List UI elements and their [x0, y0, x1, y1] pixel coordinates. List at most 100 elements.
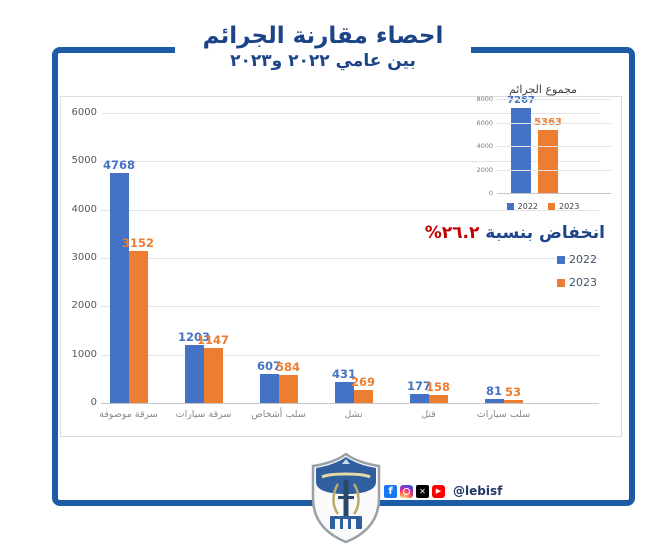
- bar-2022: 177: [407, 379, 431, 403]
- bar-group: 1203 1147: [166, 113, 241, 403]
- social-bar: f ✕ ▶ @lebisf: [384, 484, 502, 498]
- bar-value-label: 81: [485, 384, 503, 399]
- bar-value-label: 158: [425, 380, 451, 395]
- decrease-label: انخفاض بنسبة: [479, 223, 605, 243]
- gridline: [497, 122, 611, 124]
- legend-label: 2023: [559, 202, 580, 212]
- bar-2022: 607: [257, 359, 281, 403]
- bar-value-label: 7267: [507, 94, 535, 106]
- legend-swatch-icon: [548, 203, 555, 211]
- bar-group: 81 53: [466, 113, 541, 403]
- bar-2023: 5363: [534, 117, 562, 194]
- bar-group: 607 584: [241, 113, 316, 403]
- gridline: [497, 146, 611, 148]
- facebook-icon[interactable]: f: [384, 484, 397, 498]
- y-axis-tick-label: 5000: [71, 155, 97, 167]
- bar-value-label: 269: [350, 375, 376, 389]
- title-line-2: بين عامي ٢٠٢٢ و٢٠٢٣: [230, 50, 416, 71]
- bar-value-label: 431: [331, 367, 357, 382]
- bar-2023: 584: [276, 360, 300, 403]
- x-icon[interactable]: ✕: [416, 484, 429, 498]
- gridline: [497, 169, 611, 171]
- legend-label: 2022: [517, 202, 538, 212]
- instagram-icon[interactable]: [400, 484, 413, 498]
- main-bar-chart: 4768 3152 1203 1147 607 584 431 269 177 158 81 53: [91, 113, 541, 403]
- bar-2022: 4768: [103, 158, 135, 403]
- category-label: سلب أشخاص: [251, 409, 306, 420]
- y-axis-tick-label: 6000: [476, 118, 493, 127]
- y-axis-tick-label: 8000: [476, 95, 493, 104]
- y-axis-tick-label: 1000: [71, 348, 97, 360]
- main-chart-grid: 0 1000 2000 3000 4000 5000 6000: [72, 107, 599, 408]
- legend-item: 2022: [506, 202, 538, 212]
- bar-value-label: 4768: [102, 157, 136, 172]
- legend-label: 2022: [569, 253, 597, 266]
- decrease-value: ٢٦.٢%: [424, 223, 480, 243]
- gridline: [101, 113, 599, 114]
- instagram-camera-ring: [403, 487, 410, 495]
- y-axis-tick-label: 0: [488, 189, 493, 198]
- gridline: [101, 306, 599, 308]
- category-label: قتل: [421, 409, 436, 420]
- bar-2022: 431: [332, 367, 356, 403]
- bar-value-label: 1147: [196, 332, 230, 347]
- youtube-icon[interactable]: ▶: [432, 484, 445, 498]
- title-line-1: احصاء مقارنة الجرائم: [202, 23, 444, 49]
- bar-group: 431 269: [316, 113, 391, 403]
- gridline: [101, 161, 599, 163]
- bar-value-label: 177: [406, 379, 432, 394]
- y-axis-tick-label: 4000: [476, 142, 493, 151]
- y-axis-tick-label: 6000: [71, 107, 97, 118]
- y-axis-tick-label: 2000: [71, 300, 97, 312]
- legend-item: 2023: [557, 276, 597, 289]
- isf-shield-emblem-icon: [311, 452, 381, 544]
- y-axis-tick-label: 3000: [71, 252, 97, 263]
- category-label: سلب سيارات: [476, 409, 531, 420]
- gridline: [101, 258, 599, 259]
- y-axis-tick-label: 4000: [71, 203, 97, 215]
- bar-group: 4768 3152: [91, 113, 166, 403]
- bar-value-label: 53: [504, 385, 522, 400]
- bar-2022: 1203: [178, 330, 210, 403]
- bar-2023: 158: [426, 380, 450, 403]
- legend-label: 2023: [569, 276, 597, 289]
- category-label: سرقة سيارات: [175, 409, 232, 420]
- bar-value-label: 584: [275, 359, 301, 374]
- bar-2023: 53: [503, 385, 523, 403]
- gridline: [497, 99, 611, 101]
- gridline: [101, 403, 599, 404]
- main-chart-category-axis: سرقة موصوفة سرقة سيارات سلب أشخاص نشل قتل سلب…: [91, 409, 541, 420]
- legend-swatch-icon: [557, 255, 565, 264]
- legend-item: 2023: [548, 202, 579, 211]
- isf-logo: [310, 452, 382, 544]
- bar-2023: 269: [351, 375, 375, 403]
- main-legend: 2022 2023: [557, 253, 597, 289]
- bar-2023: 1147: [197, 333, 229, 403]
- bar-group: 177 158: [391, 113, 466, 403]
- bar-value-label: 1203: [177, 329, 211, 344]
- inset-bars: 7267 5363: [507, 95, 562, 194]
- legend-swatch-icon: [506, 203, 514, 211]
- inset-chart-plot: 7267 5363 0 2000 4000 6000 8000: [476, 95, 611, 197]
- bar-2023: 3152: [122, 236, 154, 403]
- legend-swatch-icon: [557, 278, 565, 287]
- gridline: [497, 193, 611, 195]
- decrease-annotation: انخفاض بنسبة ٢٦.٢%: [425, 223, 605, 243]
- category-label: سرقة موصوفة: [99, 409, 158, 420]
- page-title: احصاء مقارنة الجرائم بين عامي ٢٠٢٢ و٢٠٢٣: [175, 22, 471, 72]
- legend-item: 2022: [557, 253, 597, 266]
- bar-2022: 81: [484, 384, 504, 403]
- gridline: [101, 209, 599, 211]
- inset-legend: 2022 2023: [473, 202, 613, 211]
- chart-panel: 0 1000 2000 3000 4000 5000 6000 4768 3152 1203 11…: [60, 83, 622, 437]
- gridline: [101, 354, 599, 356]
- y-axis-tick-label: 0: [90, 397, 97, 408]
- inset-chart-title: مجموع الجرائم: [508, 83, 578, 96]
- social-handle[interactable]: @lebisf: [453, 484, 503, 498]
- y-axis-tick-label: 2000: [476, 165, 493, 174]
- inset-total-chart: مجموع الجرائم 7267 5363 0 2000 4000 6000 8000…: [473, 83, 613, 211]
- bar-value-label: 607: [256, 358, 282, 373]
- bar-value-label: 3152: [121, 235, 155, 250]
- category-label: نشل: [344, 409, 363, 420]
- bar-2022: 7267: [507, 95, 535, 194]
